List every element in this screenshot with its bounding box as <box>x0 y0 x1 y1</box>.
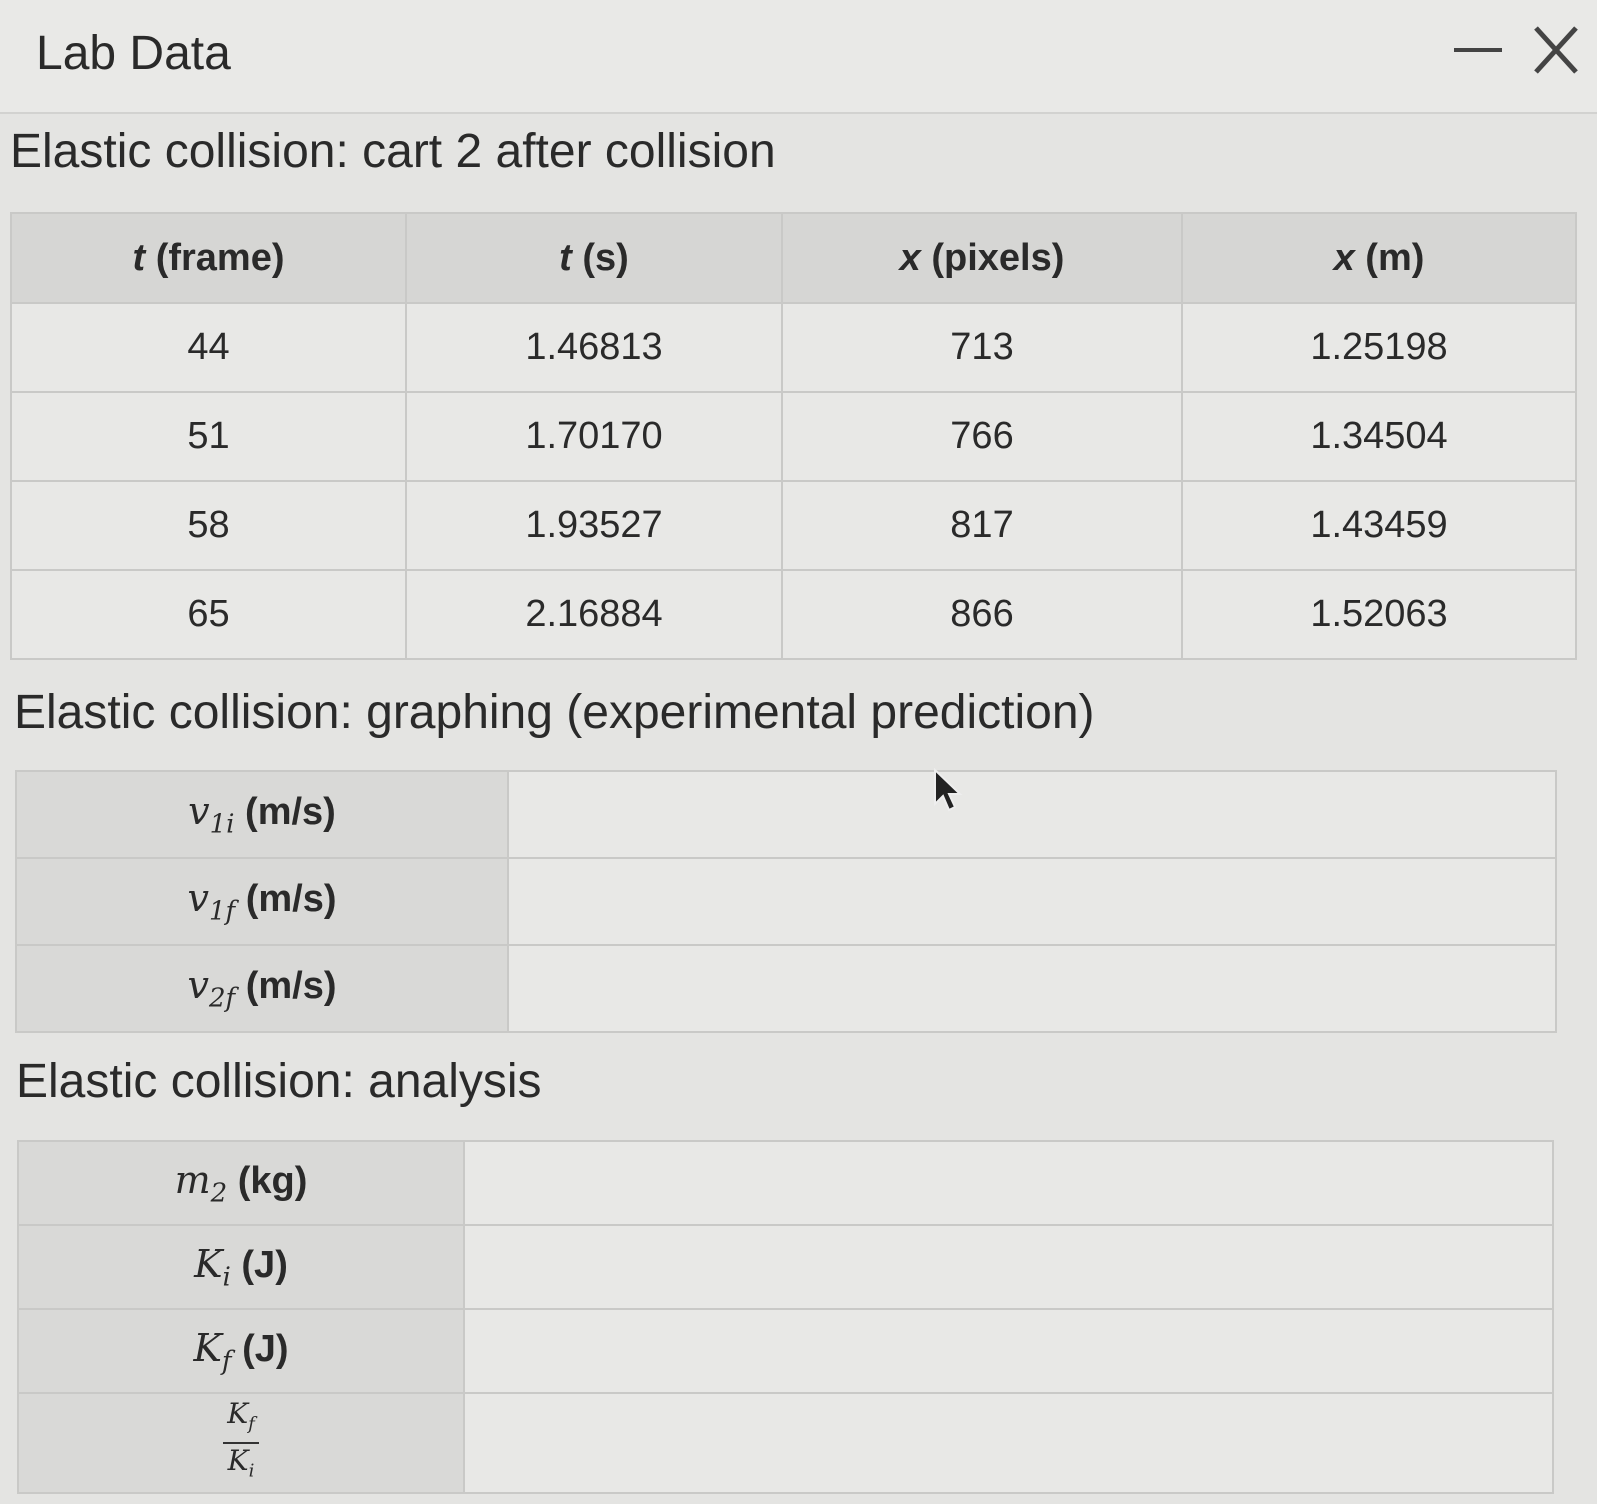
subscript: i <box>248 1460 255 1482</box>
row: v1f (m/s) <box>15 857 1557 946</box>
column-header: t (frame) <box>10 212 407 304</box>
subscript: 2 <box>210 1178 228 1209</box>
cell: 1.93527 <box>405 480 783 571</box>
close-button[interactable] <box>1534 26 1578 74</box>
unit: (pixels) <box>931 236 1065 279</box>
symbol: x <box>1333 236 1355 279</box>
row: 44 1.46813 713 1.25198 <box>10 302 1577 393</box>
row: 58 1.93527 817 1.43459 <box>10 480 1577 571</box>
unit: (kg) <box>237 1159 308 1202</box>
input-cell[interactable] <box>463 1392 1554 1494</box>
cell: 817 <box>781 480 1183 571</box>
row: v1i (m/s) <box>15 770 1557 859</box>
symbol: x <box>899 236 921 279</box>
cell: 713 <box>781 302 1183 393</box>
row-label: Kf Ki <box>17 1392 465 1494</box>
unit: (m) <box>1365 236 1425 279</box>
input-cell[interactable] <box>463 1140 1554 1226</box>
subscript: 1i <box>209 809 235 840</box>
row: Kf (J) <box>17 1308 1554 1394</box>
mouse-cursor <box>934 768 963 812</box>
unit: (J) <box>242 1327 289 1370</box>
section-title: Elastic collision: graphing (experimenta… <box>14 686 1095 739</box>
row: 51 1.70170 766 1.34504 <box>10 391 1577 482</box>
fraction: Kf Ki <box>223 1397 259 1488</box>
cell: 1.25198 <box>1181 302 1577 393</box>
cell: 766 <box>781 391 1183 482</box>
unit: (frame) <box>155 236 285 279</box>
header-row: t (frame) t (s) x (pixels) x (m) <box>10 212 1577 304</box>
symbol: v <box>187 963 209 1008</box>
row-label: v2f (m/s) <box>15 944 509 1033</box>
denominator: Ki <box>223 1444 259 1489</box>
data-table: t (frame) t (s) x (pixels) x (m) 44 1.468… <box>10 212 1577 660</box>
symbol: v <box>188 789 210 834</box>
symbol: m <box>174 1157 211 1202</box>
cell: 866 <box>781 569 1183 660</box>
cell: 1.34504 <box>1181 391 1577 482</box>
window-controls <box>1454 26 1578 74</box>
cell: 51 <box>10 391 407 482</box>
input-cell[interactable] <box>507 770 1557 859</box>
row: Kf Ki <box>17 1392 1554 1494</box>
row: m2 (kg) <box>17 1140 1554 1226</box>
cell: 1.43459 <box>1181 480 1577 571</box>
subscript: f <box>248 1414 255 1435</box>
cell: 1.46813 <box>405 302 783 393</box>
window-title: Lab Data <box>36 27 231 80</box>
symbol: v <box>187 876 209 921</box>
row-label: Ki (J) <box>17 1224 465 1310</box>
row: 65 2.16884 866 1.52063 <box>10 569 1577 660</box>
title-bar: Lab Data <box>0 0 1597 114</box>
section-title: Elastic collision: cart 2 after collisio… <box>10 125 776 178</box>
row: Ki (J) <box>17 1224 1554 1310</box>
numerator: Kf <box>223 1397 259 1444</box>
cell: 58 <box>10 480 407 571</box>
cell: 2.16884 <box>405 569 783 660</box>
row-label: Kf (J) <box>17 1308 465 1394</box>
section-title: Elastic collision: analysis <box>16 1055 542 1108</box>
column-header: x (m) <box>1181 212 1577 304</box>
input-cell[interactable] <box>507 944 1557 1033</box>
input-cell[interactable] <box>507 857 1557 946</box>
column-header: t (s) <box>405 212 783 304</box>
unit: (m/s) <box>245 965 337 1008</box>
row-label: v1i (m/s) <box>15 770 509 859</box>
subscript: 1f <box>208 896 236 927</box>
unit: (s) <box>582 236 629 279</box>
input-cell[interactable] <box>463 1224 1554 1310</box>
symbol: t <box>132 236 146 279</box>
cell: 1.52063 <box>1181 569 1577 660</box>
symbol: K <box>194 1241 223 1286</box>
cell: 65 <box>10 569 407 660</box>
row-label: m2 (kg) <box>17 1140 465 1226</box>
cell: 1.70170 <box>405 391 783 482</box>
input-table: m2 (kg) Ki (J) Kf (J) Kf Ki <box>17 1140 1554 1494</box>
column-header: x (pixels) <box>781 212 1183 304</box>
symbol: K <box>227 1397 249 1431</box>
cell: 44 <box>10 302 407 393</box>
symbol: K <box>193 1325 222 1370</box>
subscript: f <box>221 1346 232 1377</box>
unit: (m/s) <box>245 878 337 921</box>
unit: (J) <box>241 1243 288 1286</box>
unit: (m/s) <box>245 791 336 834</box>
input-table: v1i (m/s) v1f (m/s) v2f (m/s) <box>15 770 1557 1033</box>
subscript: i <box>222 1262 231 1293</box>
subscript: 2f <box>208 983 236 1014</box>
input-cell[interactable] <box>463 1308 1554 1394</box>
row-label: v1f (m/s) <box>15 857 509 946</box>
symbol: K <box>227 1444 249 1477</box>
symbol: t <box>559 236 572 279</box>
row: v2f (m/s) <box>15 944 1557 1033</box>
